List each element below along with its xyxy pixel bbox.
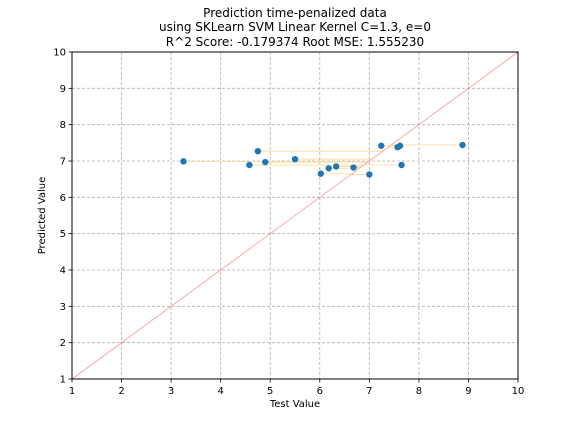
x-tick-label: 9 <box>465 386 471 397</box>
y-tick-label: 7 <box>60 157 66 168</box>
data-point <box>317 170 324 177</box>
y-tick-label: 9 <box>60 84 66 95</box>
data-point <box>180 158 187 165</box>
chart-title-line-3: R^2 Score: -0.179374 Root MSE: 1.555230 <box>166 35 424 49</box>
y-tick-label: 5 <box>60 229 66 240</box>
y-tick-label: 8 <box>60 120 66 131</box>
data-points <box>180 141 466 178</box>
identity-line-layer <box>71 51 519 380</box>
y-tick-label: 1 <box>60 375 66 386</box>
x-tick-label: 3 <box>168 386 174 397</box>
y-tick-label: 4 <box>60 266 66 277</box>
x-tick-label: 10 <box>512 386 525 397</box>
data-point <box>254 147 262 155</box>
data-point <box>459 141 466 149</box>
x-tick-label: 5 <box>267 386 273 397</box>
data-point <box>396 142 404 149</box>
x-tick-label: 6 <box>317 386 323 397</box>
data-point <box>246 161 253 169</box>
y-tick-label: 6 <box>60 193 66 204</box>
data-point <box>291 155 299 163</box>
y-tick-label: 2 <box>60 338 66 349</box>
data-point <box>350 164 357 171</box>
plot-frame <box>71 51 519 380</box>
x-tick-label: 4 <box>217 386 223 397</box>
data-point <box>325 165 332 172</box>
x-tick-label: 8 <box>416 386 422 397</box>
x-tick-label: 1 <box>69 386 75 397</box>
y-tick-label: 3 <box>60 302 66 313</box>
data-point <box>262 158 269 166</box>
identity-line <box>71 51 519 380</box>
axis-ticks: 1 2 3 4 5 6 7 8 9 10 1 2 3 4 5 6 7 8 9 10 <box>53 48 524 398</box>
data-point <box>378 142 385 149</box>
y-tick-label: 10 <box>53 48 66 59</box>
chart-title-line-2: using SKLearn SVM Linear Kernel C=1.3, e… <box>159 20 431 34</box>
chart-title-line-1: Prediction time-penalized data <box>203 6 387 20</box>
data-point <box>398 161 405 169</box>
y-axis-label: Predicted Value <box>37 177 48 255</box>
data-point <box>332 163 340 170</box>
x-tick-label: 2 <box>118 386 124 397</box>
data-point <box>366 171 373 178</box>
residual-lines <box>183 144 463 175</box>
x-axis-label: Test Value <box>269 399 320 410</box>
x-tick-label: 7 <box>366 386 372 397</box>
